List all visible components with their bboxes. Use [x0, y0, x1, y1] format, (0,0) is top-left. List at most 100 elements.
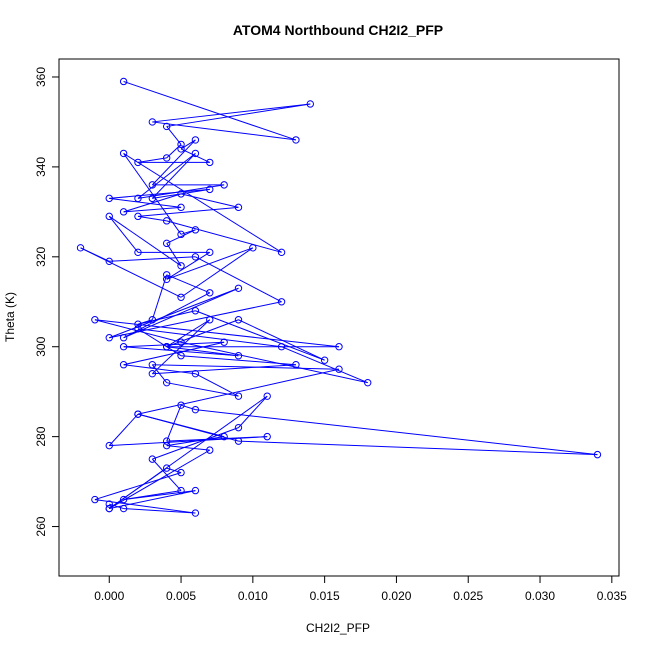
series-segment	[109, 256, 196, 262]
series-segment	[166, 103, 311, 127]
y-tick-label: 340	[34, 157, 48, 177]
x-tick-label: 0.015	[310, 589, 340, 603]
data-point	[177, 486, 185, 495]
series-segment	[94, 319, 182, 343]
series-segment	[195, 409, 598, 456]
data-point	[234, 352, 243, 360]
y-tick-label: 320	[34, 246, 48, 266]
data-point	[206, 446, 214, 454]
series-segment	[180, 341, 368, 384]
data-point	[148, 361, 157, 369]
series-segment	[108, 215, 182, 267]
data-point	[105, 504, 113, 513]
series-segment	[94, 319, 340, 348]
series-segment	[180, 148, 210, 163]
y-tick-label: 260	[34, 516, 48, 536]
data-point	[148, 316, 157, 324]
series-segment	[166, 436, 268, 442]
data-point	[105, 257, 113, 266]
data-point	[191, 253, 200, 261]
x-tick-label: 0.030	[525, 589, 555, 603]
series-segment	[123, 81, 297, 141]
y-tick-label: 360	[34, 67, 48, 87]
series-segment	[180, 193, 239, 208]
x-axis: 0.000 0.005 0.010 0.015 0.020 0.025 0.030 0.035	[94, 575, 627, 603]
data-point	[162, 437, 171, 445]
y-tick-label: 280	[34, 426, 48, 446]
series-segment	[166, 436, 225, 447]
data-point	[134, 194, 142, 203]
series-segment	[94, 472, 182, 501]
data-point	[206, 158, 214, 167]
data-point	[177, 262, 185, 270]
series-segment	[166, 274, 210, 294]
x-tick-label: 0.000	[94, 589, 124, 603]
series-segment	[80, 247, 110, 262]
x-axis-label: CH2I2_PFP	[306, 621, 370, 635]
data-point	[177, 468, 185, 477]
data-point	[206, 316, 214, 324]
data-point	[335, 365, 343, 373]
data-point	[134, 158, 142, 167]
data-point	[105, 212, 113, 221]
data-point	[148, 194, 157, 203]
series-segment	[195, 256, 282, 303]
series-segment	[151, 153, 196, 199]
series-segment	[123, 153, 182, 235]
series-segment	[238, 440, 598, 456]
series-segment	[123, 341, 225, 348]
data-point	[206, 289, 214, 297]
data-point	[91, 316, 99, 324]
series-segment	[152, 364, 296, 375]
data-point	[162, 217, 171, 225]
series-segment	[180, 404, 196, 411]
data-point	[306, 100, 314, 108]
data-point	[177, 140, 185, 149]
series-segment	[109, 197, 182, 208]
data-point	[134, 325, 142, 333]
data-point	[177, 203, 185, 212]
data-point	[148, 181, 157, 189]
data-point	[177, 338, 185, 346]
data-point	[105, 500, 113, 508]
series-segment	[123, 292, 211, 339]
series-segment	[152, 364, 340, 370]
series-segment	[166, 445, 210, 451]
data-point	[105, 194, 113, 203]
series-segment	[137, 153, 196, 199]
data-point	[191, 226, 200, 234]
data-point	[320, 356, 329, 364]
data-point	[277, 298, 286, 306]
data-point	[191, 307, 200, 315]
x-tick-label: 0.010	[238, 589, 268, 603]
data-point	[148, 118, 157, 126]
series-segment	[151, 274, 168, 320]
series-segment	[94, 499, 196, 514]
series-segment	[137, 368, 340, 415]
series-segment	[123, 152, 282, 253]
series-segment	[137, 215, 167, 222]
series-segment	[108, 216, 139, 253]
data-point	[177, 230, 185, 239]
data-point	[292, 136, 300, 144]
series-segment	[137, 157, 167, 163]
data-point	[177, 293, 185, 301]
data-point	[134, 248, 142, 257]
series-segment	[151, 458, 182, 491]
data-point	[277, 343, 286, 351]
series-segment	[166, 243, 182, 267]
data-point	[177, 352, 185, 360]
data-point	[119, 504, 128, 513]
data-point	[206, 248, 214, 257]
series-segment	[109, 287, 239, 339]
data-point	[234, 392, 243, 400]
data-point	[335, 343, 343, 351]
data-point	[191, 149, 200, 158]
data-point	[263, 392, 271, 400]
series-segment	[137, 328, 282, 348]
series-segment	[238, 395, 268, 428]
series-lines	[80, 81, 598, 514]
series-segment	[181, 355, 296, 366]
data-point	[162, 464, 171, 472]
series-segment	[195, 373, 239, 397]
